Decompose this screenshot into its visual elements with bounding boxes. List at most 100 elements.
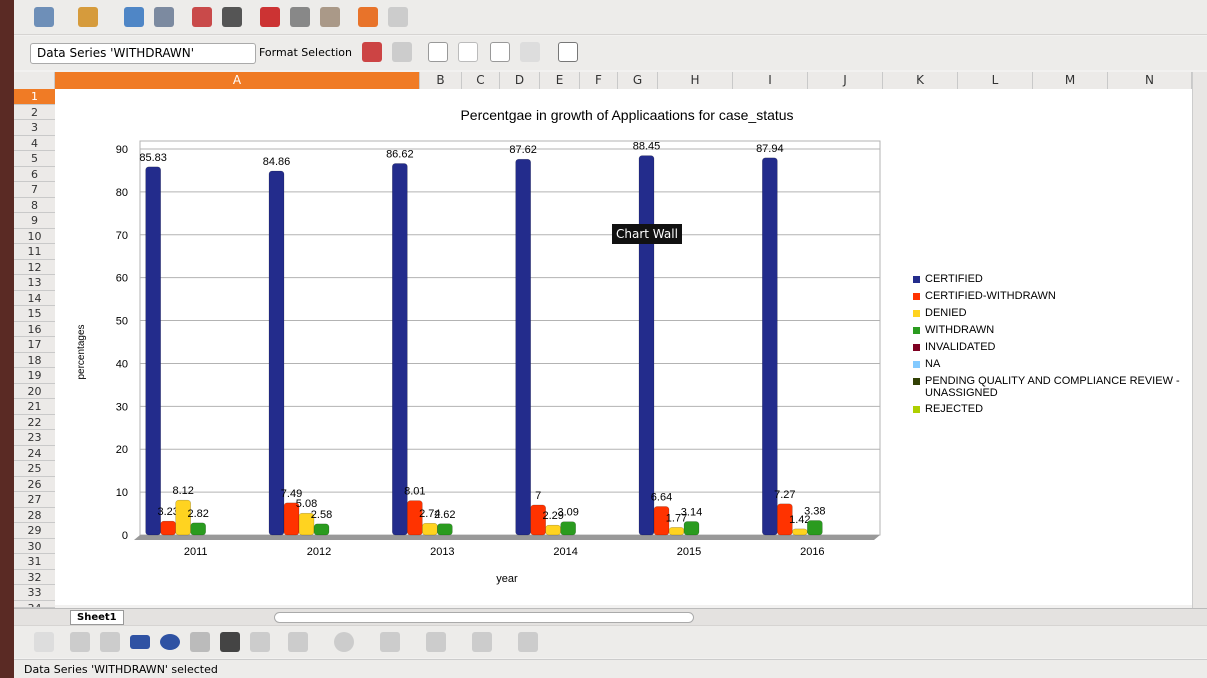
- chart-toolbar: Data Series 'WITHDRAWN' Format Selection: [14, 36, 1207, 70]
- chart-title: Percentgae in growth of Applicaations fo…: [460, 107, 793, 123]
- grid-button[interactable]: [428, 42, 448, 62]
- column-header[interactable]: D: [500, 72, 540, 89]
- format-selection-button[interactable]: Format Selection: [259, 46, 352, 59]
- row-header[interactable]: 10: [14, 228, 55, 244]
- column-header[interactable]: H: [658, 72, 733, 89]
- vertical-scrollbar[interactable]: [1192, 72, 1207, 608]
- row-header[interactable]: 12: [14, 259, 55, 275]
- pdf-button[interactable]: [192, 7, 212, 27]
- ellipse-tool[interactable]: [160, 634, 180, 650]
- row-header[interactable]: 34: [14, 600, 55, 608]
- chart-type-button[interactable]: [362, 42, 382, 62]
- cut-button[interactable]: [260, 7, 280, 27]
- row-header[interactable]: 3: [14, 120, 55, 136]
- series-selector[interactable]: Data Series 'WITHDRAWN': [30, 43, 256, 64]
- column-header[interactable]: G: [618, 72, 658, 89]
- column-header[interactable]: A: [55, 72, 420, 89]
- data-label: 3.23: [157, 506, 178, 518]
- new-button[interactable]: [34, 7, 54, 27]
- row-header[interactable]: 15: [14, 306, 55, 322]
- select-tool[interactable]: [34, 632, 54, 652]
- row-header[interactable]: 16: [14, 321, 55, 337]
- column-header[interactable]: F: [580, 72, 618, 89]
- row-header[interactable]: 7: [14, 182, 55, 198]
- scale-text-button[interactable]: [520, 42, 540, 62]
- x-tick-label: 2016: [800, 546, 824, 558]
- open-button[interactable]: [78, 7, 98, 27]
- row-header[interactable]: 13: [14, 275, 55, 291]
- text-tool[interactable]: [220, 632, 240, 652]
- column-header[interactable]: K: [883, 72, 958, 89]
- column-header[interactable]: I: [733, 72, 808, 89]
- row-header[interactable]: 23: [14, 430, 55, 446]
- row-header[interactable]: 25: [14, 461, 55, 477]
- copy-button[interactable]: [290, 7, 310, 27]
- data-table-button[interactable]: [392, 42, 412, 62]
- row-header[interactable]: 30: [14, 538, 55, 554]
- paste-button[interactable]: [320, 7, 340, 27]
- bar: [638, 155, 655, 536]
- bar: [807, 520, 823, 536]
- vgrid-button[interactable]: [458, 42, 478, 62]
- row-header[interactable]: 5: [14, 151, 55, 167]
- rectangle-tool[interactable]: [130, 635, 150, 649]
- save-button[interactable]: [124, 7, 144, 27]
- row-header[interactable]: 18: [14, 352, 55, 368]
- redo-button[interactable]: [388, 7, 408, 27]
- column-header[interactable]: C: [462, 72, 500, 89]
- row-header[interactable]: 20: [14, 383, 55, 399]
- row-header[interactable]: 4: [14, 135, 55, 151]
- data-label: 86.62: [386, 148, 414, 160]
- callouts-tool[interactable]: [472, 632, 492, 652]
- row-header[interactable]: 17: [14, 337, 55, 353]
- row-header[interactable]: 11: [14, 244, 55, 260]
- row-header[interactable]: 6: [14, 166, 55, 182]
- row-header[interactable]: 26: [14, 476, 55, 492]
- stars-tool[interactable]: [518, 632, 538, 652]
- line-tool[interactable]: [70, 632, 90, 652]
- shapes-tool[interactable]: [288, 632, 308, 652]
- bar: [668, 527, 685, 536]
- column-header[interactable]: M: [1033, 72, 1108, 89]
- print-button[interactable]: [222, 7, 242, 27]
- column-header[interactable]: E: [540, 72, 580, 89]
- row-header[interactable]: 27: [14, 492, 55, 508]
- email-button[interactable]: [154, 7, 174, 27]
- sheet-tab[interactable]: Sheet1: [70, 610, 124, 625]
- row-header[interactable]: 32: [14, 569, 55, 585]
- data-label: 1.42: [789, 514, 810, 526]
- symbol-tool[interactable]: [334, 632, 354, 652]
- column-header[interactable]: L: [958, 72, 1033, 89]
- flowchart-tool[interactable]: [426, 632, 446, 652]
- freeform-tool[interactable]: [190, 632, 210, 652]
- row-header[interactable]: 8: [14, 197, 55, 213]
- callout-tool[interactable]: [250, 632, 270, 652]
- block-arrows-tool[interactable]: [380, 632, 400, 652]
- column-header[interactable]: B: [420, 72, 462, 89]
- corner[interactable]: [14, 72, 55, 89]
- legend-button[interactable]: [490, 42, 510, 62]
- row-header[interactable]: 28: [14, 507, 55, 523]
- row-header[interactable]: 14: [14, 290, 55, 306]
- row-header[interactable]: 31: [14, 554, 55, 570]
- row-header[interactable]: 9: [14, 213, 55, 229]
- row-header[interactable]: 29: [14, 523, 55, 539]
- auto-layout-button[interactable]: [558, 42, 578, 62]
- horizontal-scrollbar[interactable]: [274, 612, 694, 623]
- row-header[interactable]: 19: [14, 368, 55, 384]
- row-header[interactable]: 22: [14, 414, 55, 430]
- legend-entry: WITHDRAWN: [913, 324, 1193, 336]
- row-header[interactable]: 21: [14, 399, 55, 415]
- y-axis-title: percentages: [76, 324, 87, 379]
- row-header[interactable]: 2: [14, 104, 55, 120]
- x-tick-label: 2015: [677, 546, 701, 558]
- column-header[interactable]: N: [1108, 72, 1192, 89]
- arrow-tool[interactable]: [100, 632, 120, 652]
- undo-button[interactable]: [358, 7, 378, 27]
- column-header[interactable]: J: [808, 72, 883, 89]
- row-header[interactable]: 24: [14, 445, 55, 461]
- row-header[interactable]: 33: [14, 585, 55, 601]
- bar: [190, 522, 206, 536]
- row-header[interactable]: 1: [14, 89, 55, 105]
- data-label: 85.83: [139, 152, 167, 164]
